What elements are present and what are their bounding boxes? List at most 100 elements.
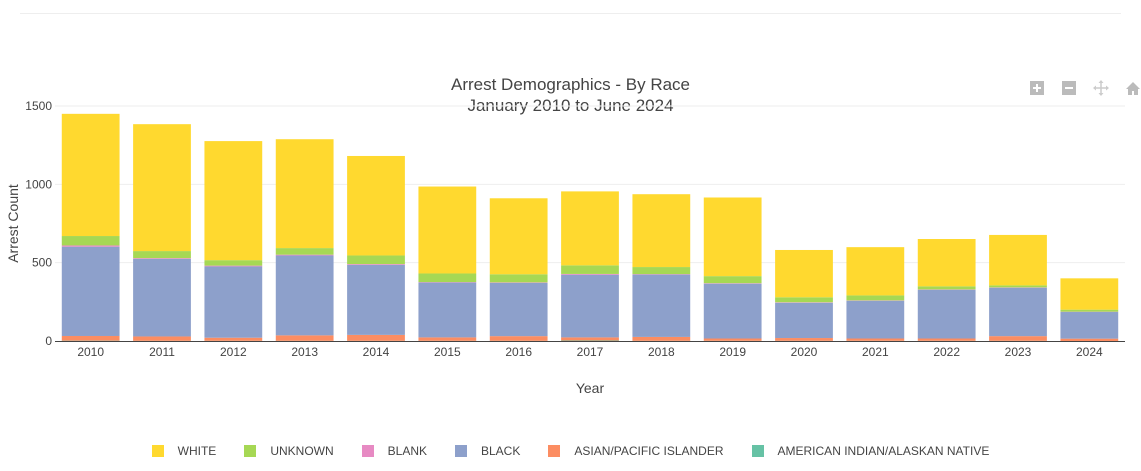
bar-segment[interactable] xyxy=(846,295,905,301)
bar-segment[interactable] xyxy=(347,155,405,256)
bar-segment[interactable] xyxy=(703,283,762,339)
bar-segment[interactable] xyxy=(917,289,976,339)
bar-segment[interactable] xyxy=(561,274,619,338)
x-tick-label: 2012 xyxy=(220,345,247,359)
bar-segment[interactable] xyxy=(133,258,191,259)
bar-segment[interactable] xyxy=(418,282,477,338)
x-tick-label: 2011 xyxy=(149,345,175,359)
bar-segment[interactable] xyxy=(703,276,762,284)
bar-segment[interactable] xyxy=(204,266,263,338)
bar-segment[interactable] xyxy=(632,274,691,337)
bar-segment[interactable] xyxy=(1060,312,1119,339)
bar-segment[interactable] xyxy=(703,197,762,277)
x-tick-label: 2023 xyxy=(1005,345,1032,359)
bar-segment[interactable] xyxy=(989,287,1047,337)
legend-swatch xyxy=(244,445,257,457)
zoom-out-icon[interactable] xyxy=(1061,80,1077,96)
legend-item[interactable]: WHITE xyxy=(151,444,217,458)
bar-segment[interactable] xyxy=(61,246,120,336)
bar-segment[interactable] xyxy=(418,186,477,274)
bar-segment[interactable] xyxy=(347,255,405,265)
bar-segment[interactable] xyxy=(775,297,833,303)
bar-segment[interactable] xyxy=(846,300,905,339)
bar-segment[interactable] xyxy=(275,255,334,336)
x-tick-label: 2019 xyxy=(719,345,746,359)
x-tick-label: 2016 xyxy=(505,345,532,359)
zoom-in-icon[interactable] xyxy=(1029,80,1045,96)
legend-label: BLANK xyxy=(387,444,427,458)
bar-segment[interactable] xyxy=(133,336,191,341)
bar-segment[interactable] xyxy=(561,273,619,275)
bar-segment[interactable] xyxy=(632,194,691,268)
bar-segment[interactable] xyxy=(775,249,833,298)
y-axis-title: Arrest Count xyxy=(5,184,21,263)
bar-segment[interactable] xyxy=(347,334,405,341)
legend-swatch xyxy=(151,445,164,457)
x-tick-label: 2021 xyxy=(862,345,889,359)
bar-segment[interactable] xyxy=(275,248,334,255)
bar-segment[interactable] xyxy=(561,265,619,274)
bar-segment[interactable] xyxy=(347,264,405,335)
bar-segment[interactable] xyxy=(917,239,976,287)
legend-label: ASIAN/PACIFIC ISLANDER xyxy=(574,444,724,458)
bar-segment[interactable] xyxy=(846,247,905,296)
bar-segment[interactable] xyxy=(133,251,191,259)
bar-segment[interactable] xyxy=(61,245,120,247)
bar-segment[interactable] xyxy=(917,338,976,341)
bar-segment[interactable] xyxy=(989,336,1047,341)
legend-item[interactable]: ASIAN/PACIFIC ISLANDER xyxy=(548,444,724,458)
bar-segment[interactable] xyxy=(275,254,334,256)
x-tick-label: 2017 xyxy=(577,345,604,359)
legend-item[interactable]: BLACK xyxy=(455,444,520,458)
bar-segment[interactable] xyxy=(489,282,548,337)
y-tick-label: 1500 xyxy=(25,99,52,113)
bar-segment[interactable] xyxy=(1060,278,1119,310)
legend-item[interactable]: BLANK xyxy=(361,444,427,458)
bar-segment[interactable] xyxy=(1060,338,1119,341)
bar-segment[interactable] xyxy=(275,335,334,341)
bar-segment[interactable] xyxy=(133,124,191,252)
bar-segment[interactable] xyxy=(989,234,1047,286)
legend-item[interactable]: UNKNOWN xyxy=(244,444,334,458)
bar-segment[interactable] xyxy=(61,236,120,246)
bar-segment[interactable] xyxy=(917,286,976,290)
x-tick-label: 2015 xyxy=(434,345,461,359)
bar-segment[interactable] xyxy=(775,302,833,339)
bar-segment[interactable] xyxy=(561,191,619,266)
bar-segment[interactable] xyxy=(989,285,1047,288)
bar-segment[interactable] xyxy=(204,265,263,267)
bar-chart: 0 500 1000 1500 2010 2011 2012 2013 2014 2015 2016… xyxy=(5,99,1125,396)
home-icon[interactable] xyxy=(1125,80,1141,96)
modebar xyxy=(1029,80,1141,96)
bar-segment[interactable] xyxy=(489,336,548,341)
bar-segment[interactable] xyxy=(61,335,120,341)
divider xyxy=(20,13,1121,14)
bar-segment[interactable] xyxy=(703,338,762,341)
bar-segment[interactable] xyxy=(204,337,263,341)
bar-segment[interactable] xyxy=(347,264,405,265)
legend-label: WHITE xyxy=(177,444,217,458)
bar-segment[interactable] xyxy=(561,337,619,341)
bar-segment[interactable] xyxy=(489,198,548,275)
bar-segment[interactable] xyxy=(1060,309,1119,312)
legend: WHITE UNKNOWN BLANK BLACK ASIAN/PACIFIC ISLA… xyxy=(0,444,1141,458)
bar-segment[interactable] xyxy=(632,267,691,275)
bar-segment[interactable] xyxy=(61,113,120,237)
bar-segment[interactable] xyxy=(775,338,833,341)
bar-segment[interactable] xyxy=(418,273,477,283)
bar-segment[interactable] xyxy=(204,141,263,261)
x-tick-label: 2018 xyxy=(648,345,675,359)
bar-segment[interactable] xyxy=(489,274,548,283)
y-tick-label: 1000 xyxy=(25,177,52,191)
bar-segment[interactable] xyxy=(204,260,263,266)
bar-segment[interactable] xyxy=(275,139,334,249)
legend-item[interactable]: AMERICAN INDIAN/ALASKAN NATIVE xyxy=(751,444,990,458)
pan-icon[interactable] xyxy=(1093,80,1109,96)
bar-segment[interactable] xyxy=(418,337,477,341)
legend-label: AMERICAN INDIAN/ALASKAN NATIVE xyxy=(777,444,990,458)
bar-segment[interactable] xyxy=(846,338,905,341)
bar-segment[interactable] xyxy=(133,258,191,337)
y-tick-label: 500 xyxy=(32,256,52,270)
bar-segment[interactable] xyxy=(632,336,691,341)
